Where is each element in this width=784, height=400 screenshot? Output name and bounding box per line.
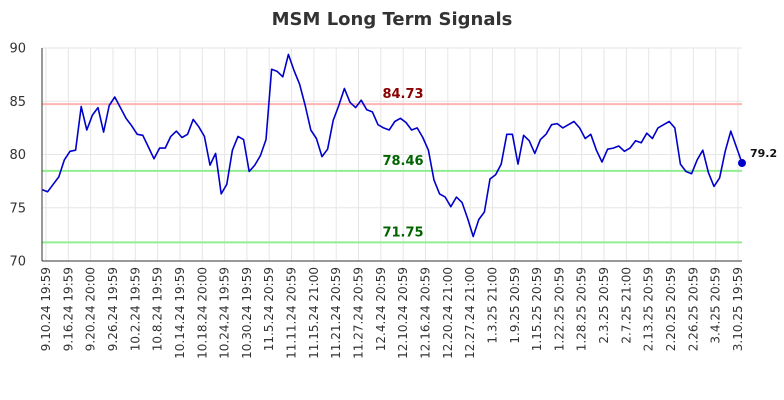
x-tick-label: 2.13.25 20:59 (642, 267, 656, 351)
x-tick-label: 3.4.25 20:59 (709, 267, 723, 344)
x-tick-label: 11.21.24 20:59 (329, 267, 343, 359)
x-tick-label: 10.14.24 19:59 (173, 267, 187, 359)
signal-level-label: 78.46 (382, 154, 423, 169)
x-tick-label: 10.8.24 19:59 (151, 267, 165, 351)
x-tick-label: 1.9.25 20:59 (508, 267, 522, 344)
last-value-label: 79.2 (750, 147, 777, 160)
y-tick-label: 90 (9, 42, 26, 57)
x-tick-label: 2.3.25 20:59 (597, 267, 611, 344)
x-tick-label: 9.20.24 20:00 (84, 267, 98, 351)
y-tick-label: 80 (9, 148, 26, 163)
x-tick-label: 1.22.25 20:59 (552, 267, 566, 351)
axes (41, 48, 742, 262)
x-tick-label: 12.20.24 21:00 (441, 267, 455, 359)
price-series (41, 53, 743, 238)
x-tick-label: 2.26.25 20:59 (686, 267, 700, 351)
chart-title: MSM Long Term Signals (272, 9, 513, 30)
x-tick-label: 12.4.24 20:59 (374, 267, 388, 351)
x-tick-label: 9.26.24 19:59 (106, 267, 120, 351)
x-tick-label: 12.27.24 21:00 (463, 267, 477, 359)
x-tick-label: 12.16.24 20:59 (418, 267, 432, 359)
x-tick-label: 9.16.24 19:59 (61, 267, 75, 351)
x-tick-label: 1.3.25 21:00 (485, 267, 499, 344)
x-tick-label: 11.5.24 20:59 (262, 267, 276, 351)
x-tick-label: 11.15.24 21:00 (307, 267, 321, 359)
x-tick-label: 12.10.24 20:59 (396, 267, 410, 359)
x-tick-label: 2.20.25 20:59 (664, 267, 678, 351)
signal-level-labels: 84.73 78.46 71.75 (382, 87, 423, 240)
last-value-dot (738, 159, 746, 168)
price-line (41, 53, 743, 238)
x-tick-label: 10.2.24 19:59 (128, 267, 142, 351)
x-axis-ticks: 9.10.24 19:59 9.16.24 19:59 9.20.24 20:00 9… (39, 267, 745, 359)
x-tick-label: 10.24.24 19:59 (218, 267, 232, 359)
signal-level-label: 84.73 (382, 87, 423, 102)
x-tick-label: 11.11.24 20:59 (285, 267, 299, 359)
x-tick-label: 10.30.24 19:59 (240, 267, 254, 359)
x-tick-label: 1.15.25 20:59 (530, 267, 544, 351)
x-tick-label: 2.7.25 21:00 (619, 267, 633, 344)
x-tick-label: 1.28.25 20:59 (575, 267, 589, 351)
x-tick-label: 10.18.24 20:00 (195, 267, 209, 359)
last-value: 79.2 (738, 147, 777, 168)
y-tick-label: 85 (9, 95, 26, 110)
grid (42, 47, 742, 262)
x-tick-label: 9.10.24 19:59 (39, 267, 53, 351)
signal-level-label: 71.75 (382, 225, 423, 240)
y-tick-label: 70 (9, 255, 26, 270)
signal-levels (42, 103, 742, 244)
x-tick-label: 3.10.25 19:59 (731, 267, 745, 351)
x-tick-label: 11.27.24 20:59 (352, 267, 366, 359)
y-tick-label: 75 (9, 201, 26, 216)
y-axis-ticks: 70 75 80 85 90 (9, 42, 26, 270)
